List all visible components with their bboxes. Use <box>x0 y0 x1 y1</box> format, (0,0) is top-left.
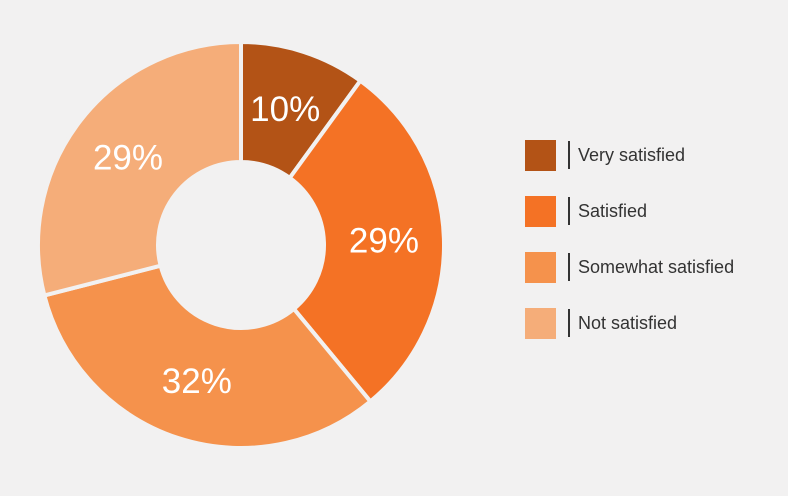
legend-swatch <box>525 307 556 339</box>
legend-label: Somewhat satisfied <box>578 256 735 277</box>
legend-divider <box>568 197 570 225</box>
donut-slices <box>36 39 446 450</box>
donut-slice-somewhat-satisfied <box>41 263 374 450</box>
legend-item-very-satisfied: Very satisfied <box>525 139 734 171</box>
legend-label: Not satisfied <box>578 312 678 333</box>
donut-slice-not-satisfied <box>36 39 243 298</box>
slice-label: 29% <box>93 138 163 177</box>
legend-item-satisfied: Satisfied <box>525 195 734 227</box>
slice-label: 32% <box>162 362 232 401</box>
donut-labels: 10% 29% 32% 29% <box>93 90 419 401</box>
legend-divider <box>568 309 570 337</box>
legend-divider <box>568 253 570 281</box>
donut-slice-satisfied <box>286 77 446 405</box>
legend-item-somewhat-satisfied: Somewhat satisfied <box>525 251 734 283</box>
legend-divider <box>568 141 570 169</box>
legend-label: Satisfied <box>578 200 648 221</box>
legend: Very satisfied Satisfied Somewhat satisf… <box>525 139 734 363</box>
legend-item-not-satisfied: Not satisfied <box>525 307 734 339</box>
legend-swatch <box>525 195 556 227</box>
slice-label: 29% <box>349 222 419 261</box>
slice-label: 10% <box>250 90 320 129</box>
legend-swatch <box>525 251 556 283</box>
legend-swatch <box>525 139 556 171</box>
legend-label: Very satisfied <box>578 144 686 165</box>
